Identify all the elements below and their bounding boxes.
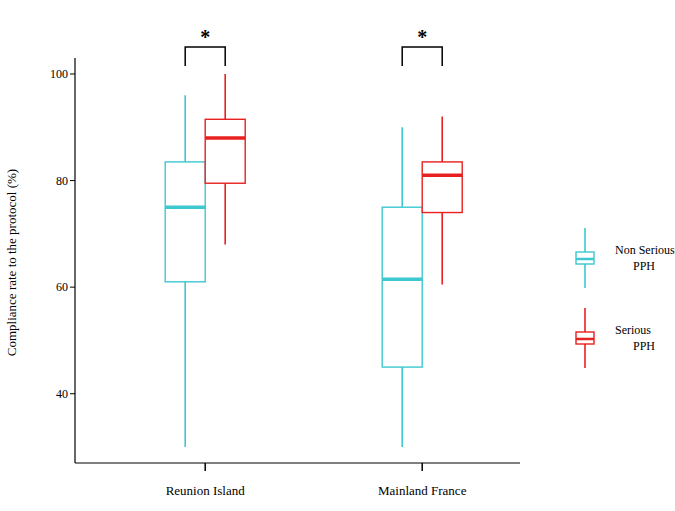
legend-box: [576, 252, 594, 264]
y-tick-label: 60: [56, 280, 68, 294]
chart: 40 60 80 100 Reunion Island Mainland France Co…: [0, 0, 675, 511]
median: [165, 205, 205, 209]
legend-item: Serious PPH: [576, 308, 655, 368]
lower-whisker: [224, 183, 226, 244]
legend-box: [576, 332, 594, 344]
chart-container: 40 60 80 100 Reunion Island Mainland France Co…: [0, 0, 675, 511]
legend-label-line: PPH: [633, 259, 655, 273]
median: [422, 173, 462, 177]
significance-label: *: [417, 26, 427, 48]
x-tick-label: Reunion Island: [166, 483, 246, 498]
box: [165, 162, 205, 282]
legend-label: Non Serious PPH: [615, 243, 675, 273]
box: [422, 162, 462, 213]
x-tick: [421, 463, 423, 471]
box: [382, 207, 422, 367]
y-tick-label: 40: [56, 387, 68, 401]
y-tick: [70, 180, 75, 181]
significance-label: *: [200, 26, 210, 48]
lower-whisker: [441, 213, 443, 285]
legend-label-line: Serious: [615, 323, 651, 337]
x-axis: [75, 462, 520, 463]
median: [205, 136, 245, 140]
upper-whisker: [184, 95, 186, 162]
upper-whisker: [224, 74, 226, 119]
y-tick-label: 80: [56, 174, 68, 188]
y-tick: [70, 393, 75, 394]
y-tick: [70, 287, 75, 288]
legend-median: [576, 258, 594, 261]
y-axis-label: Compliance rate to the protocol (%): [4, 169, 19, 356]
legend-label: Serious PPH: [615, 323, 655, 353]
legend-label-line: PPH: [633, 339, 655, 353]
y-tick-label: 100: [50, 67, 68, 81]
box: [205, 119, 245, 183]
x-tick-label: Mainland France: [378, 483, 467, 498]
x-tick: [204, 463, 206, 471]
boxes: [165, 74, 462, 447]
upper-whisker: [401, 127, 403, 207]
legend-item: Non Serious PPH: [576, 228, 675, 288]
upper-whisker: [441, 117, 443, 162]
legend-label-line: Non Serious: [615, 243, 675, 257]
y-tick: [70, 73, 75, 74]
y-axis: [74, 58, 75, 463]
significance-bracket: [402, 47, 442, 66]
significance-bracket: [185, 47, 225, 66]
legend-median: [576, 338, 594, 341]
lower-whisker: [184, 282, 186, 447]
lower-whisker: [401, 367, 403, 447]
median: [382, 277, 422, 281]
